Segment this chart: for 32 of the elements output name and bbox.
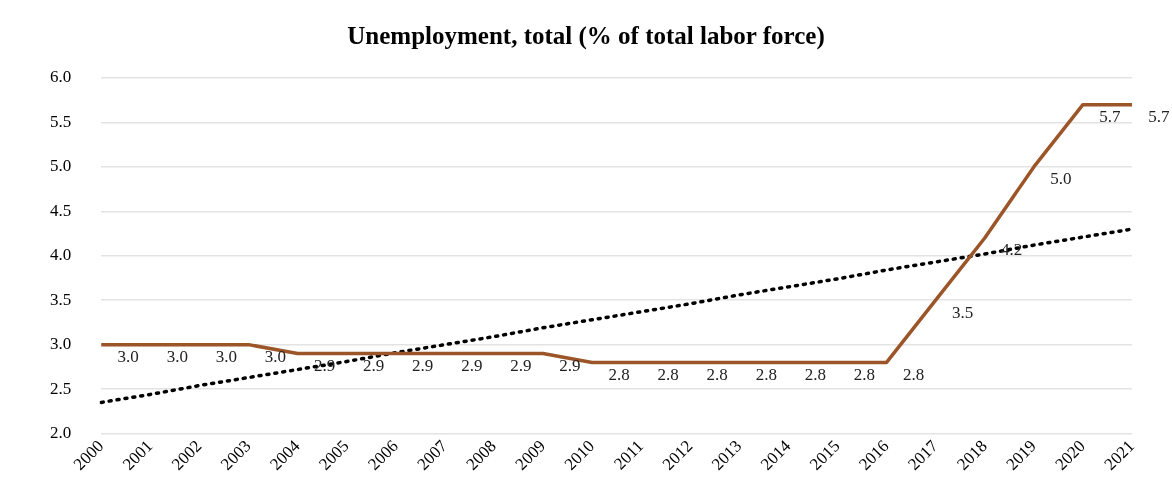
y-tick-label: 2.0 [50,423,72,442]
data-label: 2.9 [559,356,581,376]
x-tick-label: 2011 [610,436,648,474]
data-label: 2.8 [706,364,728,384]
data-label: 2.8 [608,364,630,384]
y-tick-label: 2.5 [50,378,72,398]
data-label: 2.8 [657,364,679,384]
data-label: 3.0 [166,347,188,367]
y-tick-label: 4.0 [50,245,72,265]
data-label: 2.8 [804,364,827,384]
y-tick-label: 5.0 [50,156,72,176]
data-label: 3.0 [215,347,238,367]
y-tick-label: 5.5 [50,111,72,131]
line-series [99,227,1134,405]
data-label: 3.0 [117,347,139,367]
data-label: 3.5 [952,302,974,322]
data-label: 2.9 [363,356,385,376]
y-tick-label: 3.5 [50,289,72,309]
data-label: 2.9 [461,356,483,376]
data-label: 2.9 [412,356,434,376]
data-label: 2.8 [902,364,925,384]
y-tick-label: 4.5 [50,200,72,220]
chart-title: Unemployment, total (% of total labor force) [346,22,826,50]
data-label: 2.9 [510,356,532,376]
data-label: 5.7 [1099,107,1122,127]
data-label: 5.7 [1148,107,1171,127]
data-label: 3.0 [264,347,287,367]
data-label: 2.8 [853,364,876,384]
data-label: 2.8 [755,364,777,384]
data-label: 5.0 [1050,169,1072,189]
y-tick-label: 6.0 [50,67,72,87]
y-tick-label: 3.0 [50,334,72,354]
